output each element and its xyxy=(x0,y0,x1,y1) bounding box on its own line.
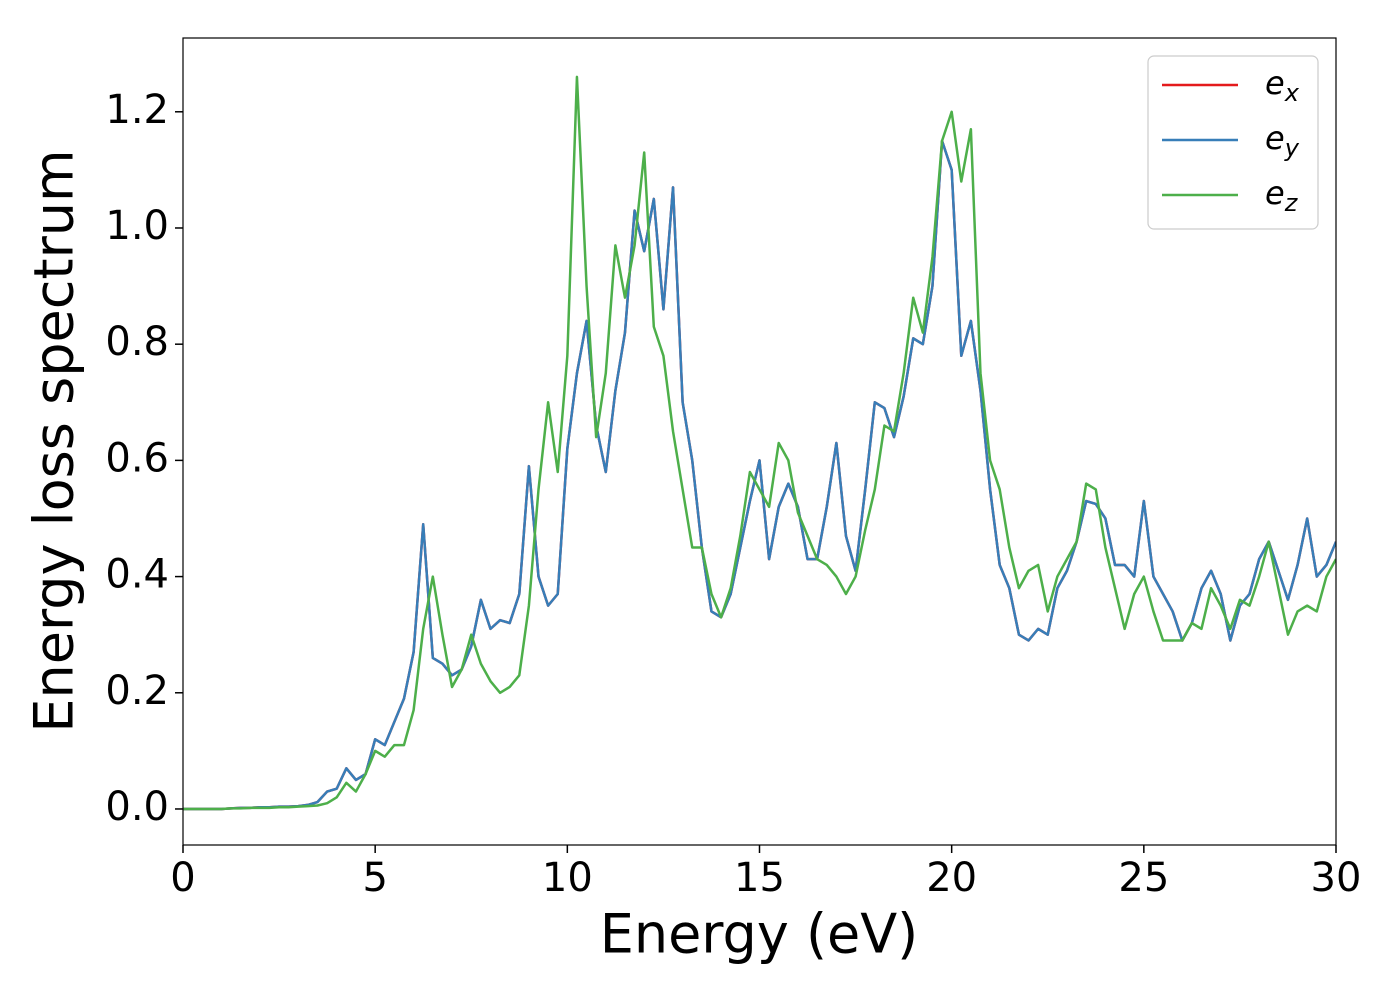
series-line xyxy=(183,75,1336,811)
x-tick-label: 0 xyxy=(170,855,195,901)
legend-label-sub: x xyxy=(1284,79,1300,107)
legend-label-sub: y xyxy=(1284,134,1300,162)
y-axis-label: Energy loss spectrum xyxy=(23,149,86,732)
plot-frame xyxy=(182,37,1337,846)
legend-label: ex xyxy=(1265,64,1300,107)
x-tick-label: 15 xyxy=(734,855,785,901)
y-tick-label: 0.0 xyxy=(105,784,169,830)
legend-label-base: e xyxy=(1265,64,1285,102)
y-tick-label: 1.2 xyxy=(105,87,169,133)
legend-label-base: e xyxy=(1265,119,1285,157)
x-tick-label: 5 xyxy=(362,855,387,901)
legend-label: ez xyxy=(1265,174,1299,217)
y-tick-label: 0.6 xyxy=(105,435,169,481)
legend-label: ey xyxy=(1265,119,1300,162)
x-tick-label: 20 xyxy=(926,855,977,901)
x-tick-label: 25 xyxy=(1118,855,1169,901)
x-tick-label: 30 xyxy=(1311,855,1362,901)
series-line xyxy=(183,139,1336,811)
legend-label-sub: z xyxy=(1284,189,1299,217)
y-tick-label: 0.2 xyxy=(105,668,169,714)
x-tick-label: 10 xyxy=(542,855,593,901)
y-tick-label: 0.4 xyxy=(105,552,169,598)
y-tick-label: 0.8 xyxy=(105,319,169,365)
series-line xyxy=(183,139,1336,811)
legend-box xyxy=(1147,55,1319,230)
x-axis-label: Energy (eV) xyxy=(600,903,919,966)
legend-label-base: e xyxy=(1265,174,1285,212)
y-tick-label: 1.0 xyxy=(105,203,169,249)
